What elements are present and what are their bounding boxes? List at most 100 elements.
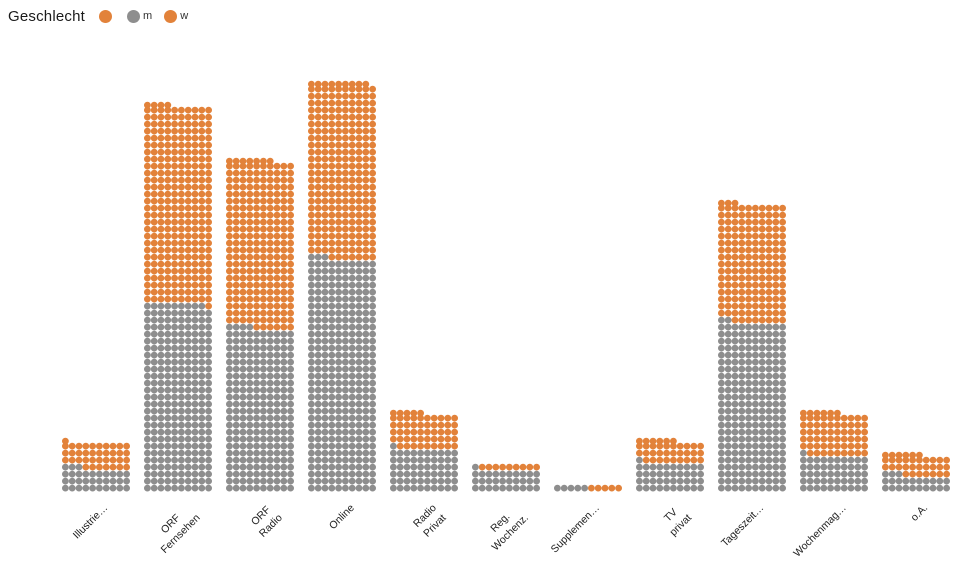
unit-dot	[806, 421, 814, 429]
unit-dot	[287, 337, 294, 345]
bar-3-dots[interactable]	[308, 77, 376, 492]
unit-dot	[840, 435, 848, 443]
unit-dot	[321, 148, 329, 156]
bar-4-dots[interactable]	[390, 406, 458, 492]
unit-dot	[150, 197, 158, 205]
unit-dot	[239, 435, 247, 443]
unit-dot	[102, 470, 110, 478]
unit-dot	[260, 239, 267, 247]
unit-dot	[232, 351, 240, 359]
unit-dot	[834, 428, 841, 436]
axis-label-5: Reg. Wochenz.	[487, 510, 531, 554]
unit-dot	[636, 449, 643, 457]
bar-1-dots[interactable]	[144, 98, 212, 492]
unit-dot	[718, 386, 725, 394]
bar-10-dots[interactable]	[882, 448, 950, 492]
bar-5-dots[interactable]	[472, 462, 540, 492]
unit-dot	[888, 456, 896, 464]
unit-dot	[745, 477, 752, 485]
legend-item-w[interactable]: w	[164, 9, 188, 23]
unit-dot	[444, 449, 452, 457]
unit-dot	[738, 316, 746, 324]
unit-dot	[144, 337, 151, 345]
unit-dot	[253, 337, 260, 345]
unit-dot	[191, 323, 199, 331]
unit-dot	[362, 246, 370, 254]
unit-dot	[800, 456, 807, 464]
unit-dot	[348, 190, 356, 198]
unit-dot	[731, 288, 739, 296]
unit-dot	[157, 211, 165, 219]
unit-dot	[328, 372, 336, 380]
unit-dot	[253, 176, 260, 184]
unit-dot	[588, 484, 595, 492]
unit-dot	[144, 358, 151, 366]
unit-dot	[260, 302, 267, 310]
unit-dot	[738, 225, 746, 233]
unit-dot	[738, 281, 746, 289]
unit-dot	[779, 414, 786, 422]
unit-dot	[232, 393, 240, 401]
unit-dot	[226, 470, 233, 478]
unit-dot	[731, 295, 739, 303]
unit-dot	[287, 463, 294, 471]
bar-8-dots[interactable]	[718, 196, 786, 492]
unit-dot	[239, 428, 247, 436]
unit-dot	[178, 162, 185, 170]
unit-dot	[171, 456, 178, 464]
unit-dot	[752, 260, 759, 268]
unit-dot	[253, 232, 260, 240]
unit-dot	[362, 141, 370, 149]
unit-dot	[362, 295, 370, 303]
unit-dot	[205, 253, 212, 261]
unit-dot	[697, 449, 704, 457]
unit-dot	[260, 169, 267, 177]
unit-dot	[198, 358, 206, 366]
unit-dot	[355, 92, 363, 100]
bar-6-dots[interactable]	[554, 483, 622, 492]
unit-dot	[226, 393, 233, 401]
unit-dot	[253, 246, 260, 254]
unit-dot	[226, 157, 233, 165]
unit-dot	[246, 302, 254, 310]
unit-dot	[533, 470, 540, 478]
unit-dot	[348, 85, 356, 93]
unit-dot	[396, 456, 404, 464]
unit-dot	[178, 204, 185, 212]
unit-dot	[191, 428, 199, 436]
bar-2-dots[interactable]	[226, 154, 294, 492]
unit-dot	[144, 414, 151, 422]
unit-dot	[308, 246, 315, 254]
unit-dot	[89, 470, 96, 478]
unit-dot	[150, 106, 158, 114]
unit-dot	[731, 211, 739, 219]
bar-0-dots[interactable]	[62, 434, 130, 492]
unit-dot	[745, 267, 752, 275]
unit-dot	[239, 246, 247, 254]
unit-dot	[355, 190, 363, 198]
legend-item-m[interactable]: m	[127, 9, 152, 23]
unit-dot	[314, 239, 322, 247]
unit-dot	[765, 393, 773, 401]
unit-dot	[82, 463, 90, 471]
unit-dot	[280, 449, 288, 457]
unit-dot	[342, 358, 349, 366]
unit-dot	[362, 281, 370, 289]
unit-dot	[314, 204, 322, 212]
unit-dot	[308, 260, 315, 268]
unit-dot	[184, 148, 192, 156]
unit-dot	[198, 225, 206, 233]
unit-dot	[68, 463, 76, 471]
unit-dot	[314, 141, 322, 149]
bar-7-dots[interactable]	[636, 434, 704, 492]
unit-dot	[150, 421, 158, 429]
unit-dot	[232, 169, 240, 177]
bar-9-dots[interactable]	[800, 406, 868, 492]
unit-dot	[321, 372, 329, 380]
unit-dot	[205, 421, 212, 429]
unit-dot	[239, 253, 247, 261]
unit-dot	[184, 337, 192, 345]
unit-dot	[328, 281, 336, 289]
unit-dot	[390, 456, 397, 464]
legend-item-blank[interactable]	[99, 9, 115, 23]
